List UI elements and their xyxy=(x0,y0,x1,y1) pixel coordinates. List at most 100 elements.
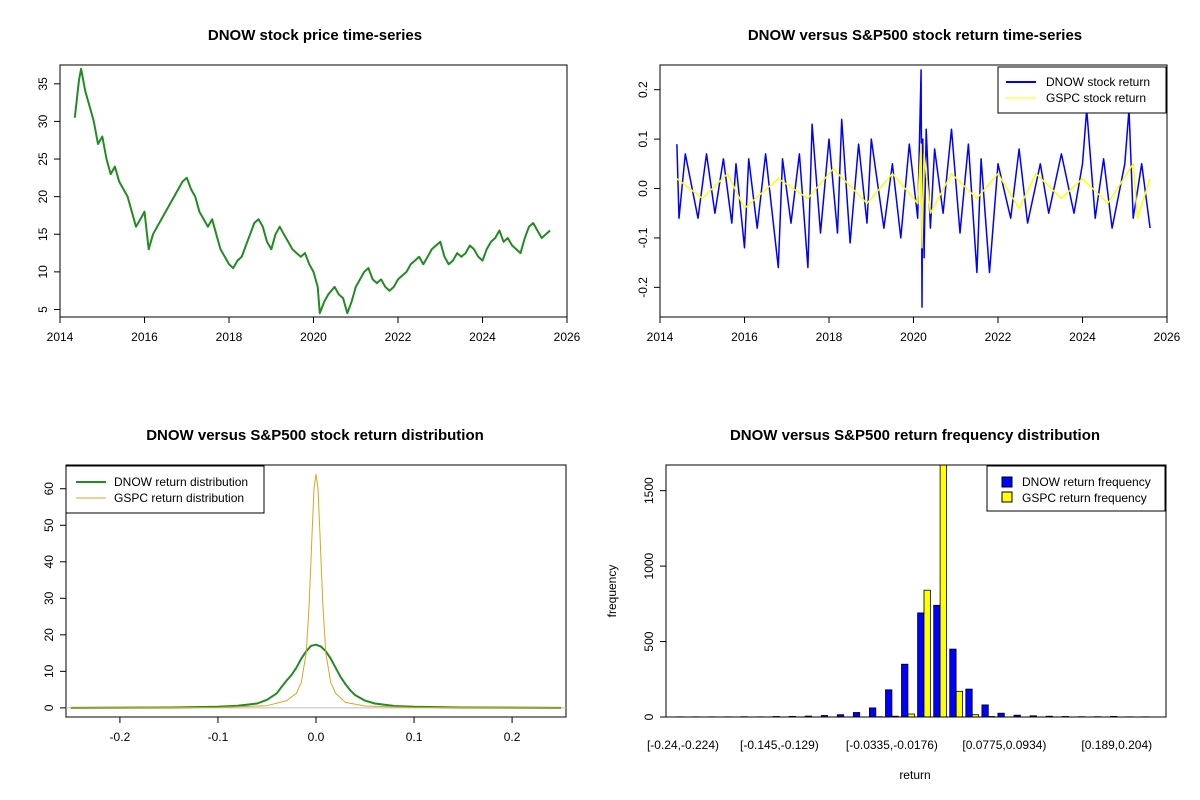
density-y-tick-label: 40 xyxy=(42,555,56,569)
price-x-tick-label: 2018 xyxy=(216,330,243,344)
density-x-tick-label: 0.0 xyxy=(308,730,325,744)
panel-returns: DNOW versus S&P500 stock return time-ser… xyxy=(636,27,1180,344)
density-legend-box xyxy=(65,465,265,514)
returns-line-gspc xyxy=(676,143,1151,249)
price-x-tick-label: 2026 xyxy=(554,330,581,344)
frequency-bar-dnow xyxy=(997,712,1005,717)
returns-line-dnow xyxy=(676,69,1151,308)
price-x-axis: 2014 2016 2018 2020 2022 2024 2026 xyxy=(47,316,581,344)
returns-y-axis: -0.2 -0.1 0.0 0.1 0.2 xyxy=(636,81,661,298)
density-x-tick-label: 0.2 xyxy=(504,730,521,744)
frequency-bar-gspc xyxy=(955,690,964,717)
price-x-tick-label: 2014 xyxy=(47,330,74,344)
returns-y-tick-label: -0.2 xyxy=(636,277,650,298)
returns-legend-label-gspc: GSPC stock return xyxy=(1046,91,1146,105)
density-x-tick-label: 0.1 xyxy=(406,730,423,744)
returns-series xyxy=(676,69,1151,308)
price-x-tick-label: 2020 xyxy=(300,330,327,344)
frequency-x-tick-label: [0.0775,0.0934) xyxy=(962,738,1046,752)
density-line-dnow xyxy=(70,643,562,709)
price-x-tick-label: 2022 xyxy=(385,330,412,344)
frequency-bar-dnow xyxy=(965,688,973,717)
returns-x-tick-label: 2026 xyxy=(1154,330,1181,344)
density-line-gspc xyxy=(70,473,562,709)
density-series xyxy=(70,473,562,709)
frequency-y-tick-label: 1500 xyxy=(642,477,656,504)
frequency-legend-box xyxy=(986,465,1166,512)
frequency-legend-label-gspc: GSPC return frequency xyxy=(1022,491,1147,505)
price-y-tick-label: 30 xyxy=(36,114,50,128)
frequency-bar-gspc xyxy=(923,589,931,717)
returns-x-tick-label: 2018 xyxy=(816,330,843,344)
frequency-bar-gspc xyxy=(907,713,915,717)
density-title: DNOW versus S&P500 stock return distribu… xyxy=(146,427,484,444)
density-y-tick-label: 50 xyxy=(42,518,56,532)
returns-legend: DNOW stock return GSPC stock return xyxy=(997,66,1167,114)
price-plot-frame xyxy=(59,64,568,318)
density-y-axis: 0 10 20 30 40 50 60 xyxy=(42,482,67,711)
returns-x-tick-label: 2016 xyxy=(731,330,758,344)
price-y-tick-label: 25 xyxy=(36,152,50,166)
returns-y-tick-label: 0.2 xyxy=(636,81,650,98)
density-x-tick-label: -0.2 xyxy=(110,730,131,744)
density-y-tick-label: 0 xyxy=(42,704,56,711)
price-y-tick-label: 10 xyxy=(36,265,50,279)
density-legend-label-dnow: DNOW return distribution xyxy=(114,475,248,489)
density-y-tick-label: 30 xyxy=(42,591,56,605)
frequency-x-tick-label: [-0.0335,-0.0176) xyxy=(846,738,938,752)
frequency-legend-swatch-gspc xyxy=(1001,491,1013,503)
returns-x-tick-label: 2014 xyxy=(647,330,674,344)
returns-x-axis: 2014 2016 2018 2020 2022 2024 2026 xyxy=(647,316,1181,344)
frequency-title: DNOW versus S&P500 return frequency dist… xyxy=(730,427,1100,444)
frequency-x-tick-label: [-0.145,-0.129) xyxy=(740,738,819,752)
frequency-bar-dnow xyxy=(869,707,877,717)
returns-x-tick-label: 2022 xyxy=(985,330,1012,344)
frequency-bar-dnow xyxy=(852,712,861,717)
density-y-tick-label: 20 xyxy=(42,628,56,642)
frequency-ylabel: frequency xyxy=(605,565,619,618)
returns-legend-label-dnow: DNOW stock return xyxy=(1046,75,1150,89)
returns-y-tick-label: -0.1 xyxy=(636,227,650,248)
price-series xyxy=(73,67,551,315)
returns-legend-box xyxy=(997,66,1167,114)
panel-frequency: DNOW versus S&P500 return frequency dist… xyxy=(605,427,1167,782)
density-legend-label-gspc: GSPC return distribution xyxy=(114,491,244,505)
frequency-legend: DNOW return frequency GSPC return freque… xyxy=(986,465,1166,512)
frequency-bar-dnow xyxy=(917,612,925,717)
frequency-bar-gspc xyxy=(939,465,947,717)
frequency-bar-dnow xyxy=(820,715,829,717)
frequency-y-tick-label: 0 xyxy=(642,713,656,720)
frequency-y-tick-label: 500 xyxy=(642,631,656,651)
density-y-tick-label: 10 xyxy=(42,664,56,678)
density-y-tick-label: 60 xyxy=(42,482,56,496)
frequency-series xyxy=(676,465,1150,717)
frequency-x-tick-label: [0.189,0.204) xyxy=(1081,738,1152,752)
frequency-bar-dnow xyxy=(949,648,957,717)
returns-y-tick-label: 0.1 xyxy=(636,130,650,147)
returns-x-tick-label: 2024 xyxy=(1069,330,1096,344)
density-x-tick-label: -0.1 xyxy=(208,730,229,744)
panel-density: DNOW versus S&P500 stock return distribu… xyxy=(42,427,567,744)
price-y-tick-label: 15 xyxy=(36,227,50,241)
frequency-bar-dnow xyxy=(933,604,941,717)
price-x-tick-label: 2024 xyxy=(469,330,496,344)
price-y-tick-label: 5 xyxy=(36,306,50,313)
price-y-axis: 5 10 15 20 25 30 35 xyxy=(36,77,61,313)
frequency-y-tick-label: 1000 xyxy=(642,552,656,579)
returns-title: DNOW versus S&P500 stock return time-ser… xyxy=(748,27,1082,44)
frequency-legend-label-dnow: DNOW return frequency xyxy=(1022,475,1151,489)
panel-price: DNOW stock price time-series 2014 2016 201… xyxy=(36,27,580,344)
density-x-axis: -0.2 -0.1 0.0 0.1 0.2 xyxy=(110,716,521,744)
returns-x-tick-label: 2020 xyxy=(900,330,927,344)
price-y-tick-label: 35 xyxy=(36,77,50,91)
frequency-bar-dnow xyxy=(901,663,909,717)
frequency-y-axis: 0 500 1000 1500 xyxy=(642,477,667,720)
frequency-xlabel: return xyxy=(899,768,930,782)
frequency-x-tick-label: [-0.24,-0.224) xyxy=(647,738,719,752)
returns-y-tick-label: 0.0 xyxy=(636,180,650,197)
frequency-bar-dnow xyxy=(885,689,893,717)
frequency-bar-gspc xyxy=(971,714,980,717)
frequency-legend-swatch-dnow xyxy=(1001,476,1013,488)
frequency-x-axis: [-0.24,-0.224) [-0.145,-0.129) [-0.0335,-0… xyxy=(647,738,1152,752)
